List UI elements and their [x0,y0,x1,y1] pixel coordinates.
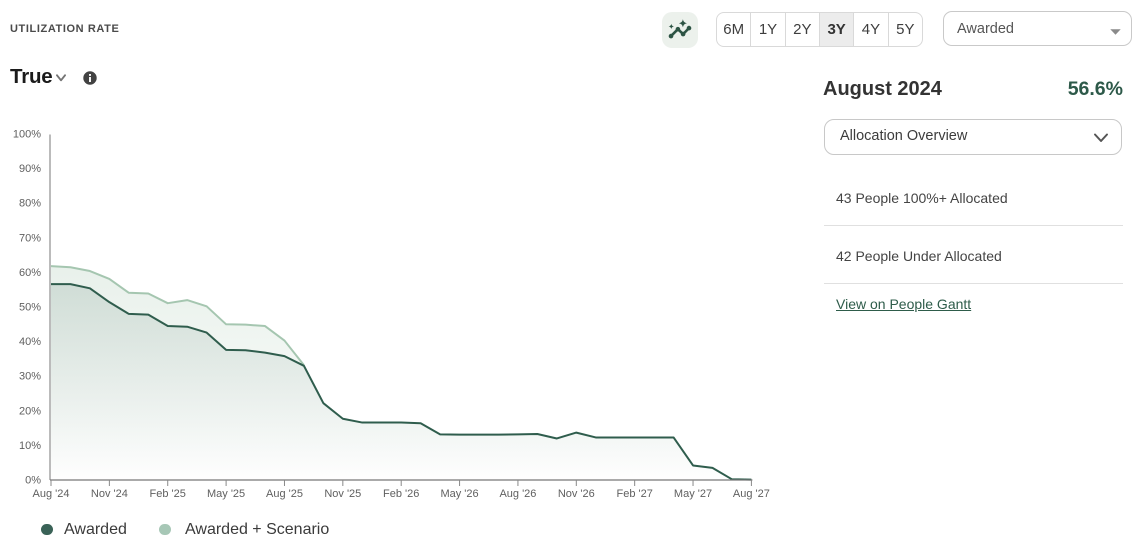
svg-text:50%: 50% [19,302,41,314]
svg-text:Nov '25: Nov '25 [324,488,361,500]
svg-text:100%: 100% [13,129,41,141]
svg-text:Feb '27: Feb '27 [616,488,652,500]
svg-text:May '26: May '26 [440,488,478,500]
svg-text:Feb '25: Feb '25 [150,488,186,500]
svg-text:May '27: May '27 [674,488,712,500]
svg-text:90%: 90% [19,163,41,175]
svg-text:20%: 20% [19,405,41,417]
svg-text:10%: 10% [19,440,41,452]
svg-text:Aug '26: Aug '26 [499,488,536,500]
svg-text:30%: 30% [19,371,41,383]
svg-text:40%: 40% [19,336,41,348]
svg-text:Nov '24: Nov '24 [91,488,128,500]
svg-text:Nov '26: Nov '26 [558,488,595,500]
svg-text:Aug '25: Aug '25 [266,488,303,500]
svg-text:80%: 80% [19,198,41,210]
svg-text:0%: 0% [25,475,41,487]
svg-text:60%: 60% [19,267,41,279]
svg-text:May '25: May '25 [207,488,245,500]
svg-text:70%: 70% [19,232,41,244]
svg-text:Aug '27: Aug '27 [733,488,770,500]
svg-text:Aug '24: Aug '24 [33,488,70,500]
svg-text:Feb '26: Feb '26 [383,488,419,500]
